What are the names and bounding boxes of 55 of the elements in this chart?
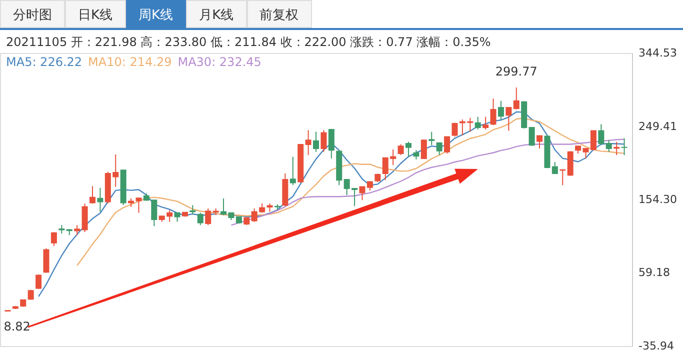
candlestick: [82, 203, 88, 233]
y-tick-label: 59.18: [638, 266, 670, 280]
text: 月K线: [186, 0, 247, 28]
candlestick: [328, 128, 334, 159]
candlestick: [197, 212, 204, 226]
candlestick: [536, 134, 543, 150]
chart-title: 20211105 开：221.98 高：233.80 低：211.84 收：222.00 涨跌：0.77 涨幅：0.35%: [6, 34, 491, 51]
candlestick: [567, 150, 574, 176]
candlestick: [366, 180, 373, 191]
y-tick-label: 154.30: [638, 192, 677, 206]
candlestick: [420, 139, 427, 160]
candlestick: [598, 124, 604, 146]
candlestick: [205, 208, 212, 226]
candlestick: [190, 204, 196, 215]
candlestick: [513, 86, 520, 110]
candlestick: [552, 161, 558, 174]
candlestick: [528, 126, 535, 146]
candlestick: [621, 138, 628, 156]
candlestick: [413, 150, 420, 160]
candlestick: [398, 144, 404, 156]
y-tick-label: 344.53: [638, 46, 677, 60]
candlestick: [436, 142, 442, 156]
candlestick: [359, 186, 366, 201]
candlestick: [452, 122, 458, 138]
candlestick: [50, 232, 57, 246]
text: MA10: 214.29: [88, 55, 172, 69]
candlestick: [89, 186, 96, 204]
candlestick: [43, 248, 50, 274]
y-tick-label: 249.41: [638, 120, 677, 133]
candlestick: [320, 130, 327, 152]
annotation: 8.82: [4, 320, 30, 334]
line-series: [76, 117, 625, 266]
candlestick: [97, 187, 104, 212]
annotation: 299.77: [495, 64, 538, 78]
candlestick: [490, 98, 496, 126]
y-tick-label: -35.94: [638, 340, 674, 352]
text: 周K线: [126, 0, 186, 28]
candlestick: [405, 141, 412, 158]
candlestick: [506, 106, 512, 132]
candlestick: [498, 100, 504, 120]
candlestick: [74, 224, 80, 236]
candlestick: [313, 131, 319, 152]
text: 分时图: [0, 0, 65, 28]
candlestick: [614, 141, 620, 156]
candlestick: [606, 140, 612, 152]
text: 日K线: [65, 0, 126, 28]
text: MA30: 232.45: [178, 55, 262, 69]
candlestick: [444, 136, 450, 154]
text: MA5: 226.22: [6, 55, 82, 69]
candlestick: [305, 130, 312, 156]
candlestick: [474, 116, 481, 130]
candlestick: [482, 116, 489, 130]
candlestick: [290, 156, 296, 186]
text: 前复权: [246, 0, 312, 28]
candlestick: [428, 131, 435, 146]
